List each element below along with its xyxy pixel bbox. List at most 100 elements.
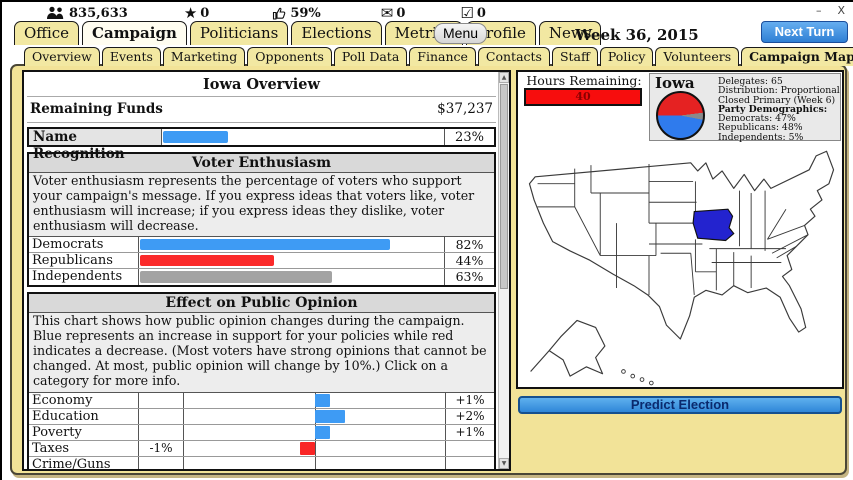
public-opinion-description: This chart shows how public opinion chan… bbox=[29, 313, 494, 393]
remaining-funds-label: Remaining Funds bbox=[30, 101, 163, 117]
subtab-campaign-map[interactable]: Campaign Map bbox=[741, 47, 853, 66]
opinion-row-poverty[interactable]: Poverty +1% bbox=[29, 424, 494, 441]
opinion-chart-cell bbox=[184, 408, 446, 424]
subtab-poll-data[interactable]: Poll Data bbox=[333, 47, 408, 66]
opinion-bar bbox=[314, 409, 345, 423]
name-recognition-barzone bbox=[162, 129, 444, 145]
enthusiasm-barzone bbox=[139, 237, 444, 252]
minimize-button[interactable]: – bbox=[815, 4, 822, 17]
messages-value: 0 bbox=[396, 5, 406, 21]
opinion-chart-cell bbox=[184, 392, 446, 408]
subtab-contacts[interactable]: Contacts bbox=[477, 47, 550, 66]
opinion-negative-value bbox=[139, 408, 184, 424]
opinion-chart-cell bbox=[184, 440, 446, 456]
tab-campaign[interactable]: Campaign bbox=[82, 21, 187, 45]
us-outline bbox=[528, 150, 835, 340]
tab-elections[interactable]: Elections bbox=[291, 21, 382, 45]
opinion-row-education[interactable]: Education +2% bbox=[29, 408, 494, 425]
subtab-opponents[interactable]: Opponents bbox=[247, 47, 332, 66]
highlighted-state-iowa[interactable] bbox=[692, 208, 735, 242]
sub-tabs: Overview Events Marketing Opponents Poll Dat… bbox=[24, 45, 853, 66]
name-recognition-bar bbox=[163, 131, 228, 143]
hours-remaining-label: Hours Remaining: bbox=[526, 73, 642, 88]
approval-stat: 59% bbox=[271, 5, 321, 21]
main-tabs: Office Campaign Politicians Elections Metric… bbox=[14, 21, 604, 45]
voter-enthusiasm-section: Voter Enthusiasm Voter enthusiasm repres… bbox=[27, 152, 496, 288]
voter-enthusiasm-title: Voter Enthusiasm bbox=[29, 154, 494, 173]
state-overview-panel: Iowa Overview Remaining Funds $37,237 Na… bbox=[22, 70, 511, 471]
subtab-finance[interactable]: Finance bbox=[409, 47, 476, 66]
enthusiasm-rows: Democrats 82% Republicans 44% Independents 63… bbox=[29, 237, 494, 286]
opinion-rows: Economy +1% Education +2% Poverty +1% Taxes -1%… bbox=[29, 392, 494, 469]
state-info-line: Closed Primary (Week 6) bbox=[718, 94, 836, 106]
enthusiasm-barzone bbox=[139, 253, 444, 268]
us-map[interactable] bbox=[519, 142, 844, 390]
population-stat: 835,633 bbox=[46, 6, 128, 21]
tab-news[interactable]: News bbox=[538, 21, 602, 45]
opinion-bar bbox=[314, 425, 330, 439]
tasks-value: 0 bbox=[476, 5, 486, 21]
state-name: Iowa bbox=[655, 74, 695, 92]
opinion-label: Crime/Guns bbox=[29, 456, 139, 469]
opinion-row-taxes[interactable]: Taxes -1% bbox=[29, 440, 494, 457]
subtab-staff[interactable]: Staff bbox=[551, 47, 598, 66]
opinion-bar bbox=[314, 393, 330, 407]
menu-button[interactable]: Menu bbox=[434, 23, 488, 44]
envelope-icon: ✉ bbox=[380, 3, 394, 22]
enthusiasm-row-democrats: Democrats 82% bbox=[29, 237, 494, 254]
opinion-label: Poverty bbox=[29, 424, 139, 440]
state-info-box: Iowa Delegates: 65 Distribution: Proporti… bbox=[649, 73, 841, 142]
checkbox-icon: ☑ bbox=[460, 3, 474, 22]
opinion-negative-value bbox=[139, 424, 184, 440]
party-pie-chart bbox=[656, 91, 705, 140]
population-value: 835,633 bbox=[69, 5, 128, 21]
party-demographics-title: Party Demographics: bbox=[718, 103, 828, 115]
messages-stat: ✉ 0 bbox=[380, 3, 406, 22]
opinion-chart-cell bbox=[184, 424, 446, 440]
opinion-label: Education bbox=[29, 408, 139, 424]
subtab-volunteers[interactable]: Volunteers bbox=[655, 47, 740, 66]
opinion-positive-value bbox=[446, 441, 494, 456]
opinion-row-crime-guns[interactable]: Crime/Guns bbox=[29, 456, 494, 469]
scroll-up-arrow-icon[interactable]: ▲ bbox=[499, 72, 509, 83]
enthusiasm-bar bbox=[140, 271, 333, 284]
state-demo-line: Independents: 5% bbox=[718, 131, 804, 143]
opinion-label: Economy bbox=[29, 392, 139, 408]
map-panel: Hours Remaining: 40 Iowa Delegates: 65 Di… bbox=[516, 70, 844, 389]
subtab-events[interactable]: Events bbox=[101, 47, 161, 66]
approval-value: 59% bbox=[290, 5, 321, 21]
top-stats-bar: 835,633 ★ 0 59% ✉ 0 ☑ 0 bbox=[46, 3, 486, 23]
enthusiasm-row-republicans: Republicans 44% bbox=[29, 253, 494, 270]
state-info-lines-wrap: Delegates: 65 Distribution: Proportional C… bbox=[718, 77, 840, 142]
subtab-overview[interactable]: Overview bbox=[24, 47, 100, 66]
subtab-policy[interactable]: Policy bbox=[599, 47, 654, 66]
state-demo-lines: Democrats: 47% Republicans: 48% Independen… bbox=[718, 114, 840, 142]
voter-enthusiasm-description: Voter enthusiasm represents the percenta… bbox=[29, 173, 494, 238]
scroll-down-arrow-icon[interactable]: ▼ bbox=[499, 458, 509, 469]
enthusiasm-label: Independents bbox=[29, 269, 139, 286]
enthusiasm-barzone bbox=[139, 269, 444, 285]
overview-title: Iowa Overview bbox=[27, 74, 496, 97]
subtab-marketing[interactable]: Marketing bbox=[162, 47, 246, 66]
enthusiasm-bar bbox=[140, 255, 275, 267]
name-recognition-row: Name Recognition 23% bbox=[27, 127, 496, 162]
name-recognition-label: Name Recognition bbox=[29, 129, 162, 162]
overview-scrollbar[interactable]: ▲ ▼ bbox=[498, 72, 509, 469]
enthusiasm-row-independents: Independents 63% bbox=[29, 269, 494, 286]
tab-politicians[interactable]: Politicians bbox=[189, 21, 289, 45]
public-opinion-section: Effect on Public Opinion This chart show… bbox=[27, 292, 496, 469]
scrollbar-thumb[interactable] bbox=[500, 84, 508, 289]
opinion-positive-value: +1% bbox=[455, 392, 485, 407]
close-button[interactable]: X bbox=[837, 4, 845, 17]
hours-remaining-bar: 40 bbox=[524, 88, 642, 106]
public-opinion-title: Effect on Public Opinion bbox=[29, 294, 494, 314]
enthusiasm-label: Republicans bbox=[29, 253, 139, 269]
predict-election-button[interactable]: Predict Election bbox=[518, 396, 842, 414]
state-overview-content: Iowa Overview Remaining Funds $37,237 Na… bbox=[24, 72, 498, 469]
opinion-row-economy[interactable]: Economy +1% bbox=[29, 392, 494, 409]
state-info-line: Delegates: 65 bbox=[718, 76, 783, 87]
next-turn-button[interactable]: Next Turn bbox=[761, 21, 848, 43]
opinion-positive-value bbox=[446, 457, 494, 469]
tab-office[interactable]: Office bbox=[14, 21, 80, 45]
